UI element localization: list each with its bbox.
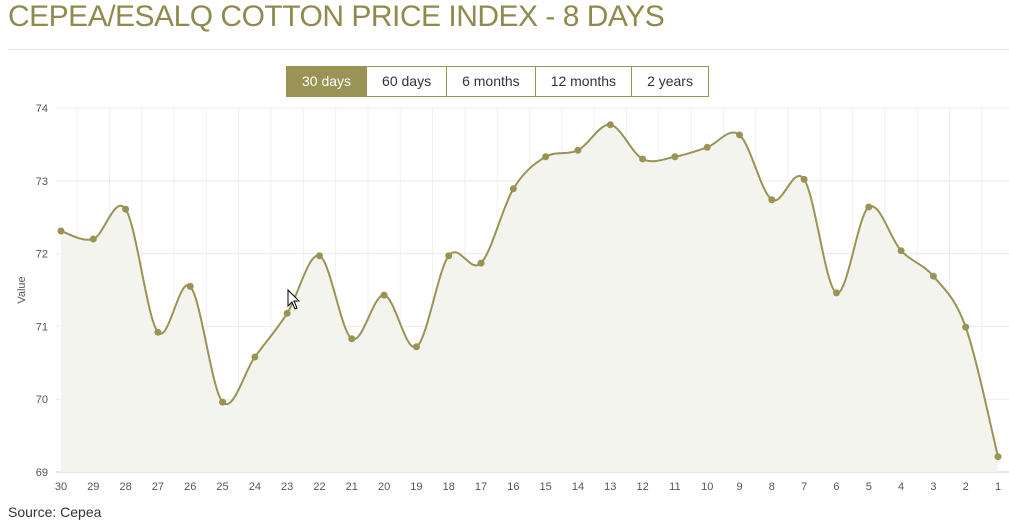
range-button-60-days[interactable]: 60 days bbox=[366, 67, 446, 96]
data-point bbox=[929, 272, 937, 280]
x-tick-label: 13 bbox=[604, 481, 616, 493]
data-point bbox=[380, 291, 388, 299]
range-button-2-years[interactable]: 2 years bbox=[631, 67, 708, 96]
x-tick-label: 16 bbox=[507, 481, 519, 493]
cursor-icon bbox=[287, 288, 301, 310]
x-tick-label: 2 bbox=[963, 481, 969, 493]
data-point bbox=[639, 155, 647, 163]
x-tick-label: 17 bbox=[475, 481, 487, 493]
x-tick-label: 26 bbox=[184, 481, 196, 493]
x-tick-label: 19 bbox=[410, 481, 422, 493]
x-tick-label: 4 bbox=[898, 481, 904, 493]
range-selector: 30 days 60 days 6 months 12 months 2 years bbox=[286, 66, 709, 97]
x-tick-label: 27 bbox=[152, 481, 164, 493]
x-tick-label: 18 bbox=[443, 481, 455, 493]
data-point bbox=[348, 335, 356, 343]
x-tick-label: 25 bbox=[216, 481, 228, 493]
divider bbox=[8, 49, 1009, 50]
page-title: CEPEA/ESALQ COTTON PRICE INDEX - 8 DAYS bbox=[8, 0, 665, 33]
x-tick-label: 3 bbox=[930, 481, 936, 493]
x-tick-label: 23 bbox=[281, 481, 293, 493]
data-point bbox=[315, 252, 323, 260]
range-button-6-months[interactable]: 6 months bbox=[446, 67, 535, 96]
data-point bbox=[89, 235, 97, 243]
y-axis-title: Value bbox=[16, 276, 28, 303]
data-point bbox=[574, 146, 582, 154]
x-tick-label: 28 bbox=[119, 481, 131, 493]
data-point bbox=[736, 131, 744, 139]
data-point bbox=[509, 185, 517, 193]
data-point bbox=[219, 398, 227, 406]
data-point bbox=[994, 453, 1002, 461]
y-tick-label: 72 bbox=[36, 249, 48, 261]
data-point bbox=[251, 353, 259, 361]
x-tick-label: 11 bbox=[669, 481, 680, 493]
data-point bbox=[703, 143, 711, 151]
data-point bbox=[671, 153, 679, 161]
x-tick-label: 7 bbox=[801, 481, 807, 493]
x-tick-label: 15 bbox=[540, 481, 552, 493]
data-point bbox=[154, 328, 162, 336]
data-point bbox=[962, 323, 970, 331]
data-point bbox=[606, 121, 614, 129]
range-button-30-days[interactable]: 30 days bbox=[287, 67, 367, 96]
x-tick-label: 8 bbox=[769, 481, 775, 493]
x-tick-label: 21 bbox=[346, 481, 358, 493]
data-point bbox=[412, 343, 420, 351]
y-tick-label: 71 bbox=[36, 321, 48, 333]
data-point bbox=[122, 205, 130, 213]
range-button-12-months[interactable]: 12 months bbox=[534, 67, 631, 96]
data-point bbox=[57, 227, 65, 235]
data-point bbox=[865, 203, 873, 211]
x-tick-label: 5 bbox=[866, 481, 872, 493]
area-fill bbox=[61, 124, 998, 472]
x-tick-label: 10 bbox=[701, 481, 713, 493]
y-tick-label: 70 bbox=[36, 394, 48, 406]
data-point bbox=[800, 175, 808, 183]
source-note: Source: Cepea bbox=[8, 504, 102, 520]
data-point bbox=[186, 282, 194, 290]
data-point bbox=[832, 289, 840, 297]
x-tick-label: 22 bbox=[313, 481, 325, 493]
x-tick-label: 24 bbox=[249, 481, 261, 493]
x-tick-label: 30 bbox=[55, 481, 67, 493]
data-point bbox=[897, 247, 905, 255]
x-tick-label: 29 bbox=[87, 481, 99, 493]
data-point bbox=[768, 196, 776, 204]
x-tick-label: 1 bbox=[995, 481, 1001, 493]
x-tick-label: 12 bbox=[636, 481, 648, 493]
data-point bbox=[542, 153, 550, 161]
data-point bbox=[477, 259, 485, 267]
x-tick-label: 9 bbox=[736, 481, 742, 493]
x-tick-label: 20 bbox=[378, 481, 390, 493]
x-tick-label: 14 bbox=[572, 481, 584, 493]
data-point bbox=[283, 309, 291, 317]
y-tick-label: 74 bbox=[36, 103, 48, 115]
data-point bbox=[445, 252, 453, 260]
y-tick-label: 69 bbox=[36, 467, 48, 479]
x-tick-label: 6 bbox=[833, 481, 839, 493]
y-tick-label: 73 bbox=[36, 176, 48, 188]
